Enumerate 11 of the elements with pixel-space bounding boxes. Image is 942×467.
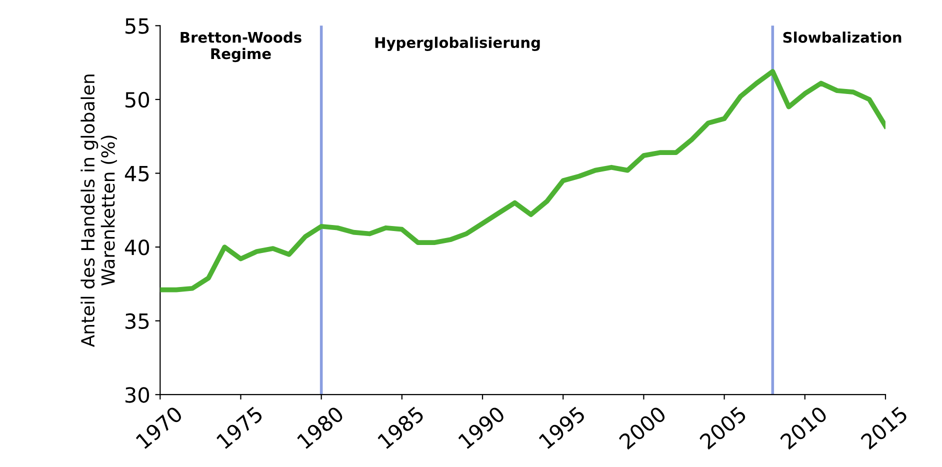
y-tick-label: 50	[126, 92, 150, 108]
line-series	[160, 69, 886, 292]
ref-line-label: Bretton-Woods Regime	[180, 32, 302, 62]
y-axis-title: Anteil des Handels in globalen Warenketten (%)	[80, 74, 117, 348]
y-tick-label: 35	[125, 313, 149, 330]
y-tick-label: 45	[124, 166, 149, 182]
ref-line-label: Slowbalization	[783, 32, 902, 43]
annotation: Hyperglobalisierung	[375, 36, 540, 51]
y-tick-label: 40	[124, 239, 150, 256]
y-tick-label: 55	[126, 18, 149, 34]
y-tick-label: 30	[125, 387, 150, 403]
